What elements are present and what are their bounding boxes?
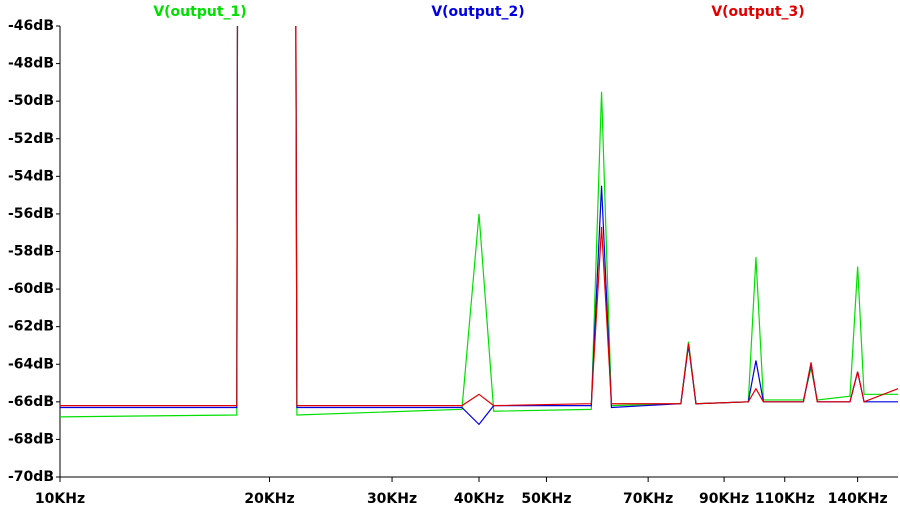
- x-tick-label: 40KHz: [454, 491, 504, 507]
- legend-entry: V(output_2): [431, 4, 524, 20]
- y-tick-label: -58dB: [8, 244, 54, 260]
- x-tick-label: 50KHz: [521, 491, 571, 507]
- series-line: [60, 26, 898, 418]
- y-tick-label: -60dB: [8, 281, 54, 297]
- y-tick-label: -62dB: [8, 319, 54, 335]
- x-tick-label: 110KHz: [755, 491, 815, 507]
- y-tick-label: -48dB: [8, 56, 54, 72]
- plot-area: [60, 26, 898, 426]
- x-tick-label: 10KHz: [35, 491, 85, 507]
- legend-entry: V(output_1): [153, 4, 246, 20]
- x-tick-label: 30KHz: [367, 491, 417, 507]
- x-tick-label: 20KHz: [244, 491, 294, 507]
- y-tick-label: -54dB: [8, 168, 54, 184]
- series-line: [60, 26, 898, 426]
- y-tick-label: -70dB: [8, 469, 54, 485]
- x-tick-label: 90KHz: [699, 491, 749, 507]
- y-tick-label: -68dB: [8, 431, 54, 447]
- x-tick-label: 70KHz: [623, 491, 673, 507]
- y-tick-label: -66dB: [8, 394, 54, 410]
- legend-entry: V(output_3): [711, 4, 804, 20]
- y-tick-label: -52dB: [8, 131, 54, 147]
- series-line: [60, 26, 898, 407]
- y-tick-label: -46dB: [8, 18, 54, 34]
- x-tick-label: 140KHz: [828, 491, 888, 507]
- y-tick-label: -64dB: [8, 356, 54, 372]
- y-tick-label: -50dB: [8, 93, 54, 109]
- y-tick-label: -56dB: [8, 206, 54, 222]
